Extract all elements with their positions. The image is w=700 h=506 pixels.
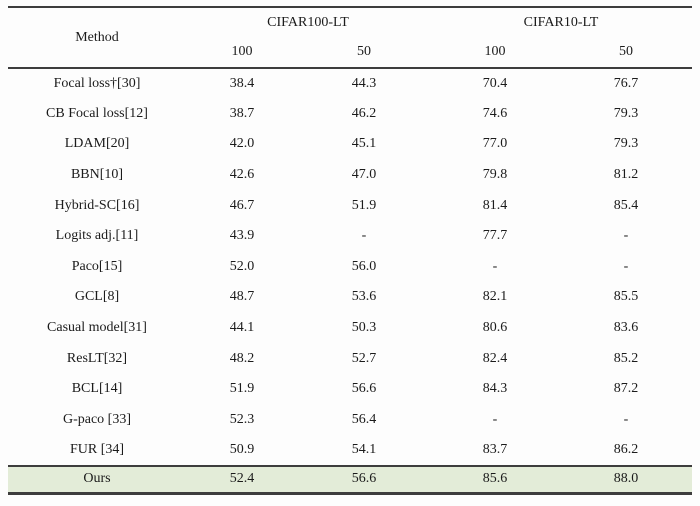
- value-cell: 80.6: [482, 320, 508, 336]
- value-cell: 77.7: [482, 228, 508, 244]
- value-cell: 56.6: [351, 381, 377, 397]
- value-cell: 85.2: [613, 350, 639, 366]
- value-cell: 56.0: [351, 258, 377, 274]
- value-cell: 38.4: [229, 75, 255, 91]
- value-cell: 85.6: [430, 464, 560, 494]
- value-cell: 50.9: [229, 441, 255, 457]
- value-cell: 51.9: [229, 381, 255, 397]
- method-cell: FUR [34]: [69, 441, 125, 457]
- value-cell: 43.9: [229, 228, 255, 244]
- method-cell: Logits adj.[11]: [55, 228, 139, 244]
- subheader-imbalance-100: 100: [186, 37, 298, 69]
- value-cell: 81.4: [482, 197, 508, 213]
- value-cell: 79.8: [482, 167, 508, 183]
- table-row: ResLT[32] 48.2 52.7 82.4 85.2: [8, 343, 692, 374]
- value-cell: 79.3: [613, 136, 639, 152]
- table-row: Paco[15] 52.0 56.0 - -: [8, 252, 692, 283]
- value-cell: -: [492, 411, 498, 427]
- method-cell: G-paco [33]: [62, 411, 132, 427]
- table-row: Focal loss†[30] 38.4 44.3 70.4 76.7: [8, 68, 692, 99]
- subheader-imbalance-50: 50: [560, 37, 692, 69]
- value-cell: 52.7: [351, 350, 377, 366]
- table-row: BBN[10] 42.6 47.0 79.8 81.2: [8, 160, 692, 191]
- method-cell: CB Focal loss[12]: [46, 105, 148, 121]
- group-header-cifar100-lt: CIFAR100-LT: [267, 14, 349, 30]
- value-cell: -: [623, 411, 629, 427]
- method-cell: GCL[8]: [74, 289, 120, 305]
- value-cell: 38.7: [229, 105, 255, 121]
- value-cell: 54.1: [351, 441, 377, 457]
- value-cell: 45.1: [351, 136, 377, 152]
- value-cell: 81.2: [613, 167, 639, 183]
- value-cell: 56.6: [298, 464, 430, 494]
- value-cell: 70.4: [482, 75, 508, 91]
- value-cell: 82.4: [482, 350, 508, 366]
- method-cell-ours: Ours: [8, 464, 186, 494]
- table-header: Method CIFAR100-LT CIFAR10-LT 100 50 100…: [8, 7, 692, 69]
- method-cell: LDAM[20]: [64, 136, 130, 152]
- value-cell: 52.0: [229, 258, 255, 274]
- subheader-imbalance-50: 50: [298, 37, 430, 69]
- value-cell: 42.0: [229, 136, 255, 152]
- method-cell: ResLT[32]: [66, 350, 128, 366]
- method-column-header: Method: [8, 7, 186, 69]
- method-cell: Focal loss†[30]: [53, 75, 141, 91]
- value-cell: 52.4: [186, 464, 298, 494]
- value-cell: -: [623, 258, 629, 274]
- value-cell: 44.3: [351, 75, 377, 91]
- value-cell: 83.7: [482, 441, 508, 457]
- value-cell: 79.3: [613, 105, 639, 121]
- method-cell: Casual model[31]: [47, 320, 147, 336]
- method-cell: Paco[15]: [71, 258, 123, 274]
- table-row: GCL[8] 48.7 53.6 82.1 85.5: [8, 282, 692, 313]
- table-body: Focal loss†[30] 38.4 44.3 70.4 76.7 CB F…: [8, 68, 692, 494]
- table-row: G-paco [33] 52.3 56.4 - -: [8, 405, 692, 436]
- value-cell: 48.7: [229, 289, 255, 305]
- value-cell: 83.6: [613, 320, 639, 336]
- value-cell: -: [492, 258, 498, 274]
- header-sub-row: 100 50 100 50: [8, 37, 692, 69]
- table-row: Casual model[31] 44.1 50.3 80.6 83.6: [8, 313, 692, 344]
- value-cell: 42.6: [229, 167, 255, 183]
- value-cell: 77.0: [482, 136, 508, 152]
- value-cell: 53.6: [351, 289, 377, 305]
- table-row: LDAM[20] 42.0 45.1 77.0 79.3: [8, 129, 692, 160]
- table-row: FUR [34] 50.9 54.1 83.7 86.2: [8, 435, 692, 466]
- method-cell: Hybrid-SC[16]: [54, 197, 140, 213]
- value-cell: -: [361, 228, 367, 244]
- group-header-cifar10-lt: CIFAR10-LT: [523, 14, 599, 30]
- value-cell: 84.3: [482, 381, 508, 397]
- value-cell: 76.7: [613, 75, 639, 91]
- value-cell: 48.2: [229, 350, 255, 366]
- value-cell: 82.1: [482, 289, 508, 305]
- value-cell: 56.4: [351, 411, 377, 427]
- subheader-imbalance-100: 100: [430, 37, 560, 69]
- value-cell: 86.2: [613, 441, 639, 457]
- value-cell: 85.4: [613, 197, 639, 213]
- value-cell: 44.1: [229, 320, 255, 336]
- value-cell: -: [623, 228, 629, 244]
- value-cell: 74.6: [482, 105, 508, 121]
- header-group-row: Method CIFAR100-LT CIFAR10-LT: [8, 7, 692, 69]
- method-cell: BCL[14]: [71, 381, 123, 397]
- table-row: BCL[14] 51.9 56.6 84.3 87.2: [8, 374, 692, 405]
- value-cell: 52.3: [229, 411, 255, 427]
- table-row: CB Focal loss[12] 38.7 46.2 74.6 79.3: [8, 99, 692, 130]
- value-cell: 47.0: [351, 167, 377, 183]
- results-table: Method CIFAR100-LT CIFAR10-LT 100 50 100…: [8, 6, 692, 496]
- value-cell: 50.3: [351, 320, 377, 336]
- value-cell: 46.2: [351, 105, 377, 121]
- value-cell: 87.2: [613, 381, 639, 397]
- table-row-ours-highlighted: Ours 52.4 56.6 85.6 88.0: [8, 464, 692, 494]
- value-cell: 51.9: [351, 197, 377, 213]
- value-cell: 85.5: [613, 289, 639, 305]
- table-row: Logits adj.[11] 43.9 - 77.7 -: [8, 221, 692, 252]
- value-cell: 46.7: [229, 197, 255, 213]
- table-row: Hybrid-SC[16] 46.7 51.9 81.4 85.4: [8, 190, 692, 221]
- method-cell: BBN[10]: [70, 167, 124, 183]
- value-cell: 88.0: [560, 464, 692, 494]
